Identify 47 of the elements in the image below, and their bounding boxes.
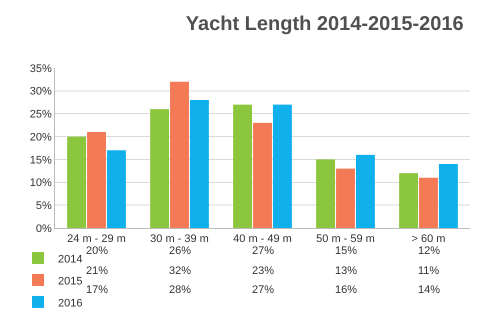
data-label: 13%	[335, 265, 358, 277]
bar	[419, 178, 438, 228]
data-label: 11%	[418, 265, 440, 277]
data-label: 26%	[169, 245, 192, 257]
bar	[253, 122, 272, 228]
y-tick-label: 10%	[30, 177, 52, 190]
y-tick-label: 5%	[36, 200, 52, 212]
bar	[170, 82, 189, 228]
bar	[233, 104, 252, 228]
x-tick-label: 40 m - 49 m	[233, 233, 292, 246]
y-tick-label: 0%	[36, 222, 52, 235]
x-tick-label: 30 m - 39 m	[150, 233, 209, 246]
bar	[67, 136, 86, 228]
data-label: 12%	[418, 245, 440, 257]
legend-label: 2015	[58, 275, 82, 288]
data-label: 27%	[252, 245, 274, 257]
bar	[399, 173, 418, 228]
bar	[356, 154, 375, 228]
y-tick-label: 25%	[30, 108, 52, 121]
y-tick-label: 30%	[30, 86, 52, 98]
data-label: 27%	[252, 284, 274, 296]
bar	[272, 104, 292, 228]
data-label: 28%	[169, 284, 192, 296]
x-tick-label: 24 m - 29 m	[67, 233, 126, 246]
data-label: 14%	[418, 284, 440, 296]
data-label: 17%	[86, 284, 108, 296]
x-tick-label: 50 m - 59 m	[316, 233, 375, 246]
bar	[190, 100, 209, 228]
legend-label: 2016	[58, 297, 82, 310]
data-label: 21%	[86, 265, 108, 277]
bar	[336, 168, 355, 228]
y-tick-label: 20%	[30, 131, 52, 144]
y-tick-label: 35%	[30, 62, 52, 75]
data-label: 32%	[169, 265, 192, 277]
data-label: 15%	[335, 245, 358, 257]
bar	[438, 164, 458, 228]
data-label: 16%	[335, 284, 358, 296]
bar	[106, 150, 126, 228]
data-label: 20%	[86, 245, 108, 257]
data-label: 23%	[252, 265, 274, 277]
bar	[316, 159, 336, 228]
x-tick-label: > 60 m	[412, 233, 446, 246]
bar	[87, 132, 106, 228]
legend-label: 2014	[58, 253, 82, 266]
bar	[150, 109, 170, 228]
y-tick-label: 15%	[30, 154, 52, 166]
chart-title: Yacht Length 2014-2015-2016	[186, 12, 464, 35]
